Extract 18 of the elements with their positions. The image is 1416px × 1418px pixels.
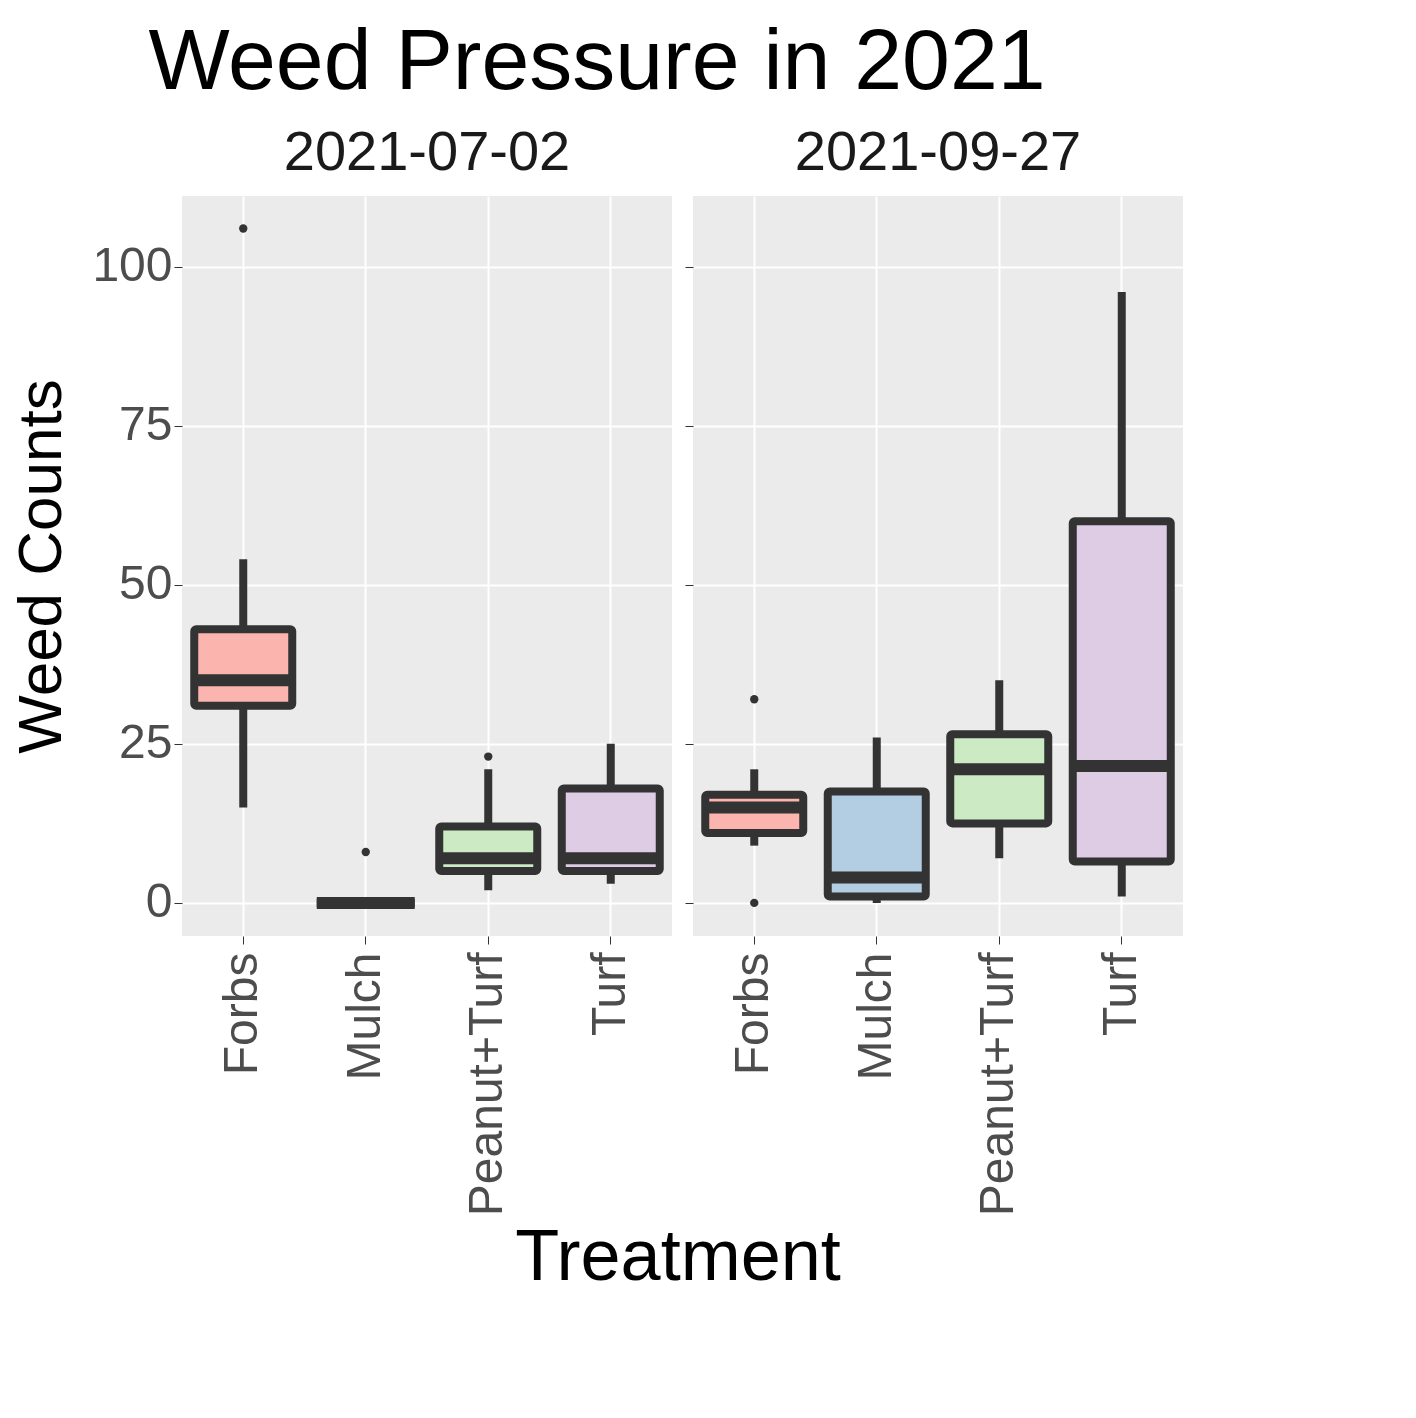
x-tick-label: Mulch	[336, 952, 390, 1081]
x-tick-label: Turf	[1092, 951, 1146, 1037]
x-tick-label: Turf	[581, 951, 635, 1037]
y-tick-label: 100	[92, 238, 173, 292]
y-tick-label: 0	[145, 874, 173, 928]
x-tick-label: Peanut+Turf	[970, 951, 1024, 1217]
chart-subtitle: 2021-09-27	[794, 119, 1082, 182]
y-tick-label: 50	[119, 556, 173, 610]
x-tick-label: Forbs	[214, 952, 268, 1076]
y-tick-label: 25	[119, 715, 173, 769]
y-tick-label: 75	[119, 397, 173, 451]
chart-title: Weed Pressure in 2021	[148, 11, 1046, 107]
x-tick-label: Mulch	[847, 952, 901, 1081]
chart-subtitle: 2021-07-02	[283, 119, 571, 182]
x-tick-label: Forbs	[725, 952, 779, 1076]
x-axis-title: Treatment	[515, 1215, 841, 1295]
y-axis-title: Weed Counts	[5, 379, 75, 754]
x-tick-label: Peanut+Turf	[459, 951, 513, 1217]
